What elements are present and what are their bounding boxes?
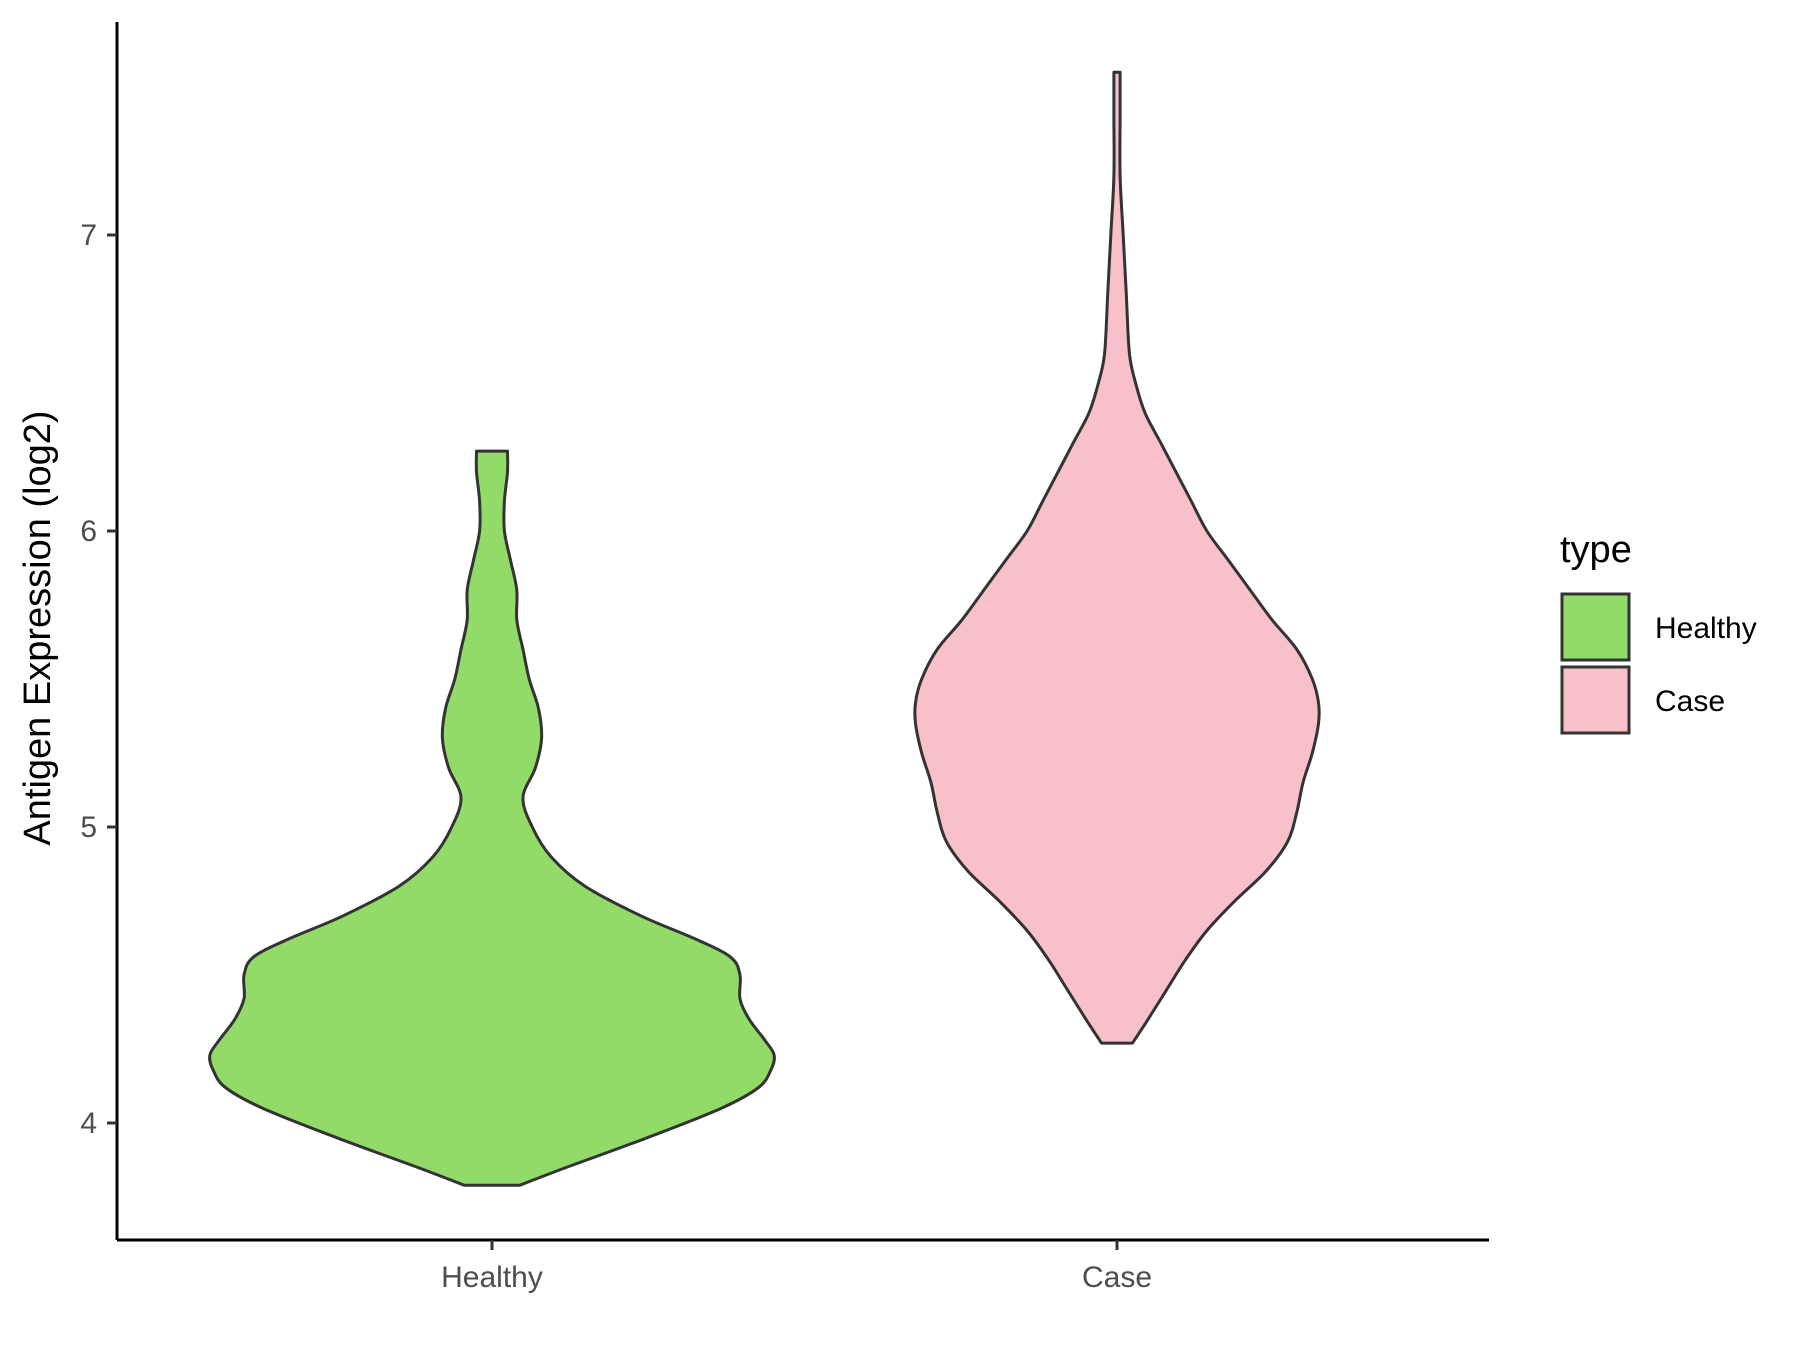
y-axis-title: Antigen Expression (log2) xyxy=(17,410,59,845)
violin-healthy xyxy=(208,449,776,1187)
violin-case xyxy=(913,70,1321,1045)
legend-items: Healthy Case xyxy=(1560,592,1757,735)
y-tick-label: 7 xyxy=(80,219,97,252)
axes-layer xyxy=(115,22,1489,1242)
y-tick-label: 4 xyxy=(80,1107,97,1140)
legend-label: Case xyxy=(1655,685,1725,718)
y-tick-label: 6 xyxy=(80,515,97,548)
violins-layer xyxy=(208,70,1321,1187)
legend-title: type xyxy=(1560,529,1632,571)
x-tick-label: Case xyxy=(1082,1261,1152,1294)
legend-swatch xyxy=(1560,665,1631,735)
y-ticks-layer: 4 5 6 7 xyxy=(80,219,117,1140)
legend: type Healthy Case xyxy=(1560,529,1757,735)
legend-label: Healthy xyxy=(1655,612,1757,645)
x-ticks-layer: Healthy Case xyxy=(441,1240,1152,1294)
y-tick-label: 5 xyxy=(80,811,97,844)
legend-swatch xyxy=(1560,592,1631,662)
x-tick-label: Healthy xyxy=(441,1261,543,1294)
